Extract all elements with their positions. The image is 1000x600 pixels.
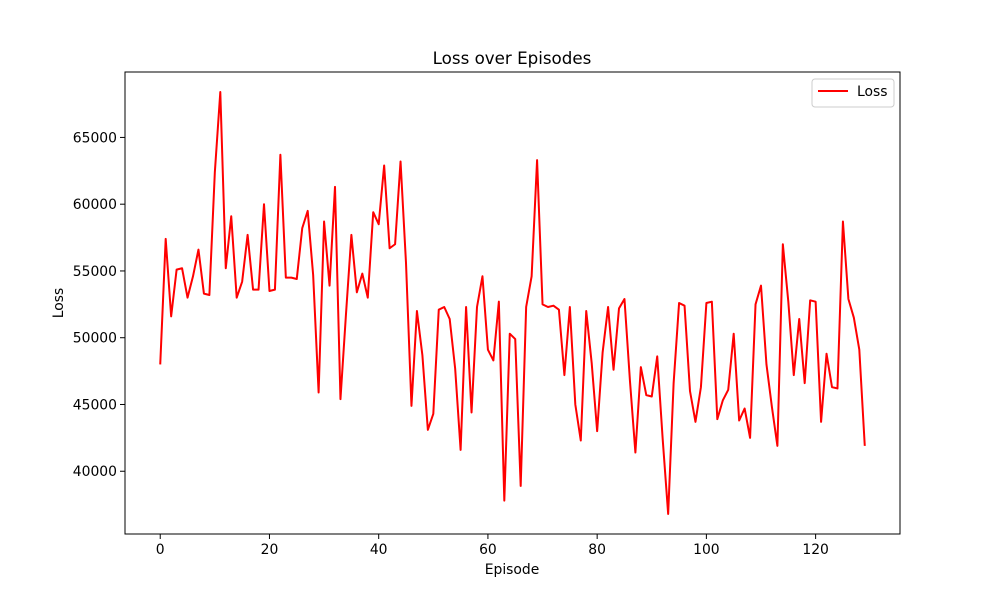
y-axis-ticks: 40000 45000 50000 55000 60000 65000 (73, 130, 125, 480)
x-tick-label: 120 (802, 542, 829, 558)
x-tick-label: 0 (156, 542, 165, 558)
x-tick-label: 40 (370, 542, 388, 558)
x-axis-ticks: 0 20 40 60 80 100 120 (156, 534, 829, 558)
axes-frame (124, 71, 901, 535)
x-tick-label: 20 (261, 542, 279, 558)
plot-area (159, 91, 866, 515)
x-axis-label: Episode (485, 562, 540, 578)
x-tick-label: 100 (693, 542, 720, 558)
y-tick-label: 55000 (73, 264, 117, 280)
legend-label-loss: Loss (857, 84, 887, 100)
y-tick-label: 45000 (73, 397, 117, 413)
y-axis-label: Loss (51, 288, 67, 318)
chart-title: Loss over Episodes (433, 48, 592, 68)
y-tick-label: 60000 (73, 197, 117, 213)
y-tick-label: 40000 (73, 464, 117, 480)
loss-line (159, 91, 866, 515)
y-tick-label: 65000 (73, 130, 117, 146)
legend: Loss (811, 78, 895, 108)
x-tick-label: 80 (588, 542, 606, 558)
x-tick-label: 60 (479, 542, 497, 558)
y-tick-label: 50000 (73, 331, 117, 347)
legend-box (811, 78, 895, 108)
